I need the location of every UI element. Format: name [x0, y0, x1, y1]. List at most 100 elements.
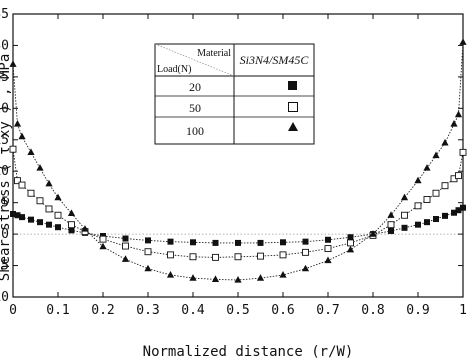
data-point — [455, 172, 462, 180]
legend-header-load: Load(N) — [157, 64, 191, 75]
y-tick-label: 25 — [0, 70, 9, 85]
data-point — [212, 253, 219, 261]
data-point — [424, 219, 430, 226]
data-point — [46, 221, 52, 228]
data-point — [45, 179, 53, 187]
data-point — [99, 235, 107, 243]
data-point — [27, 148, 35, 155]
y-tick-label: 0 — [1, 227, 9, 242]
data-point — [37, 219, 43, 226]
x-tick-label: 0.9 — [406, 303, 429, 318]
data-point — [189, 274, 197, 281]
y-tick-label: -5 — [0, 259, 9, 274]
data-point — [189, 253, 197, 261]
legend-material-label: Si3N4/SM45C — [240, 53, 310, 67]
data-point — [279, 251, 287, 259]
data-point — [280, 239, 286, 246]
x-tick-label: 0.8 — [361, 303, 384, 318]
x-axis-title: Normalized distance (r/W) — [143, 344, 354, 360]
legend-load-20: 20 — [189, 80, 201, 94]
legend-header-material: Material — [197, 48, 231, 59]
data-point — [302, 238, 309, 245]
data-point — [257, 252, 264, 260]
data-point — [324, 256, 332, 264]
data-point — [14, 212, 21, 219]
legend-load-50: 50 — [189, 101, 201, 115]
legend-load-100: 100 — [186, 124, 204, 138]
x-tick-label: 1 — [459, 303, 467, 318]
data-point — [347, 239, 354, 247]
data-point — [18, 181, 26, 189]
data-point — [454, 110, 463, 118]
data-point — [459, 148, 467, 156]
data-point — [81, 225, 89, 232]
axes: 0 0.1 0.2 0.3 0.4 0.5 0.6 0.7 0.8 0.9 1 -10 -5 0 5 10 15… — [0, 7, 467, 360]
data-point — [235, 239, 241, 246]
data-point — [121, 255, 130, 262]
data-point — [432, 151, 440, 159]
data-point — [45, 205, 53, 213]
series-100 — [9, 38, 467, 283]
data-point — [324, 245, 332, 253]
data-point — [9, 145, 17, 153]
data-point — [441, 138, 449, 146]
data-point — [55, 224, 61, 231]
legend-header-diagonal — [154, 43, 235, 77]
data-point — [423, 196, 431, 203]
y-axis-title: Shear stress ( τ xy ) , MPa — [0, 54, 13, 282]
data-point — [14, 177, 21, 185]
data-point — [400, 193, 409, 201]
data-point — [451, 209, 457, 216]
data-point — [441, 182, 449, 190]
legend-open-square-marker — [288, 102, 298, 112]
x-tick-label: 0.3 — [136, 303, 159, 318]
data-point — [190, 239, 196, 246]
data-point — [99, 242, 107, 250]
data-point — [10, 210, 16, 217]
data-point — [415, 221, 421, 228]
data-point — [9, 60, 17, 67]
data-point — [27, 189, 35, 197]
data-point — [302, 248, 309, 256]
data-point — [388, 227, 394, 234]
x-tick-label: 0.1 — [46, 303, 69, 318]
data-point — [36, 197, 44, 205]
data-point — [211, 275, 220, 282]
y-tick-label: 35 — [0, 7, 9, 22]
data-point — [256, 274, 265, 281]
data-point — [28, 216, 34, 223]
data-point — [234, 253, 242, 261]
data-point — [144, 248, 152, 256]
data-point — [144, 264, 152, 272]
data-point — [387, 221, 395, 229]
legend-filled-square-marker — [288, 81, 297, 90]
data-point — [301, 264, 310, 272]
data-point — [68, 221, 75, 229]
data-point — [279, 270, 287, 278]
data-point — [234, 276, 242, 283]
y-tick-label: -10 — [0, 290, 9, 305]
series-50 — [9, 145, 467, 261]
data-point — [459, 38, 467, 45]
data-point — [13, 120, 22, 127]
x-tick-label: 0.4 — [181, 303, 205, 318]
data-point — [212, 239, 219, 246]
data-point — [442, 212, 448, 219]
y-tick-label: 20 — [0, 101, 9, 116]
data-point — [122, 242, 129, 250]
data-point — [257, 239, 264, 246]
legend: Material Load(N) Si3N4/SM45C 20 50 100 — [154, 43, 315, 145]
data-point — [401, 211, 408, 219]
data-point — [455, 207, 462, 214]
legend-filled-triangle-marker — [288, 122, 298, 131]
data-point — [369, 230, 377, 237]
data-point — [18, 132, 26, 140]
data-point — [450, 120, 458, 127]
x-tick-label: 0.5 — [226, 303, 249, 318]
y-tick-label: 30 — [0, 38, 9, 53]
data-point — [387, 211, 395, 218]
data-point — [346, 245, 355, 253]
x-tick-label: 0.7 — [316, 303, 339, 318]
